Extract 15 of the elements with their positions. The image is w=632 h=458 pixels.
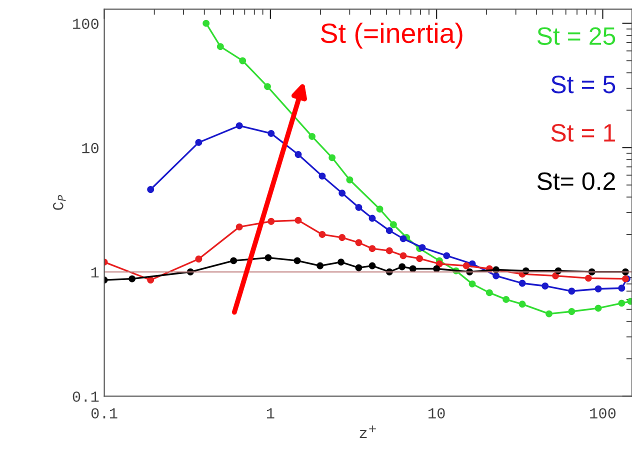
x-axis-title: z$^{+}$ xyxy=(360,425,376,438)
y-tick-label: 100 xyxy=(73,18,98,30)
annotation: St (=inertia) xyxy=(320,22,462,49)
y-axis-title: C$_{P}$ xyxy=(52,195,66,210)
text: St = 25 xyxy=(537,27,616,45)
y-tick-label: 1 xyxy=(91,267,99,278)
y-tick-label: 10 xyxy=(82,142,98,154)
x-tick-label: 10 xyxy=(428,408,445,419)
x-tick-label: 0.1 xyxy=(91,408,118,419)
text: St = 1 xyxy=(551,124,615,142)
x-tick-label: 1 xyxy=(266,408,274,418)
y-tick-label: 0.1 xyxy=(72,391,99,402)
text: St= 0.2 xyxy=(537,172,615,190)
text: St = 5 xyxy=(551,76,616,94)
x-tick-label: 100 xyxy=(590,408,616,419)
